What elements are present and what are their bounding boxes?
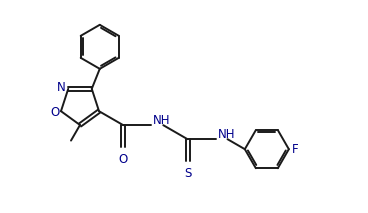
Text: S: S [184,167,191,180]
Text: O: O [50,106,60,119]
Text: O: O [118,153,128,166]
Text: N: N [57,81,66,94]
Text: NH: NH [217,128,235,141]
Text: F: F [292,143,298,156]
Text: NH: NH [153,114,171,127]
